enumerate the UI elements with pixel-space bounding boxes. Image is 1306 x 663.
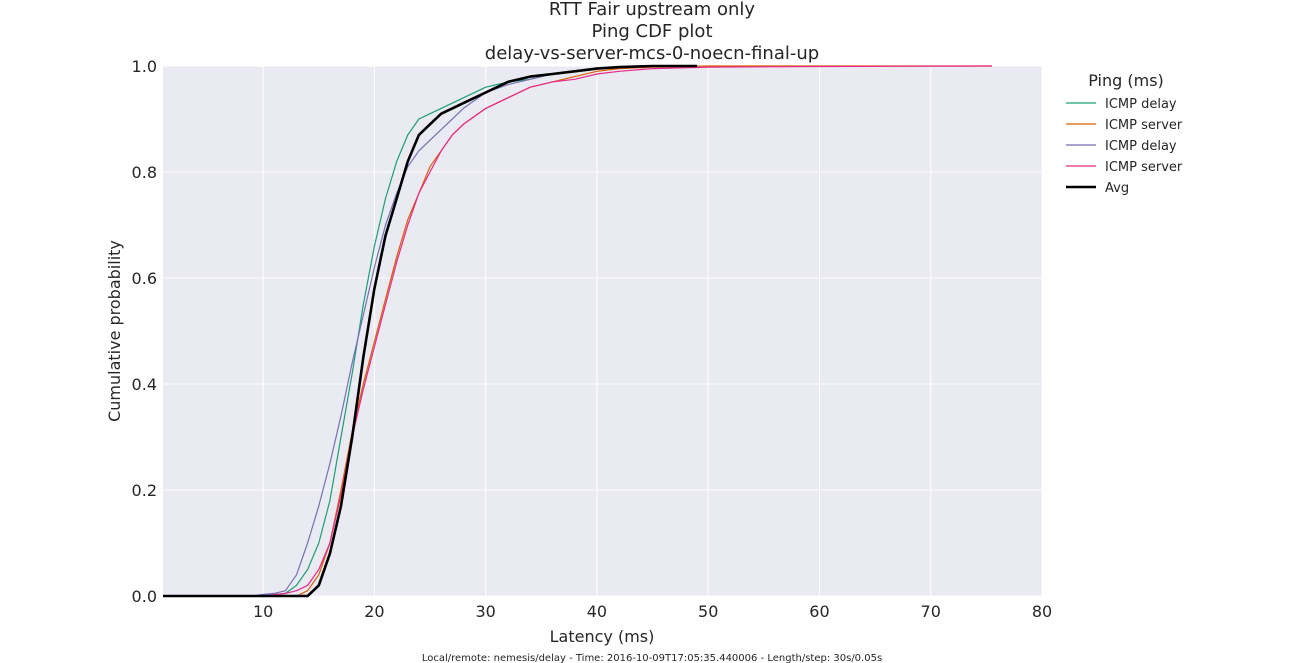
x-tick-label: 20 [364,602,384,621]
title-line-3: delay-vs-server-mcs-0-noecn-final-up [485,43,819,64]
footer-caption: Local/remote: nemesis/delay - Time: 2016… [422,653,882,663]
x-tick-label: 60 [809,602,829,621]
title-line-2: Ping CDF plot [591,21,712,42]
series-line-5 [163,64,698,598]
x-tick-label: 50 [698,602,718,621]
y-tick-label: 0.8 [132,163,157,182]
y-axis-ticks: 0.0 0.2 0.4 0.6 0.8 1.0 [132,57,157,606]
x-axis-ticks: 10 20 30 40 50 60 70 80 [253,602,1052,621]
legend-label: ICMP server [1105,118,1183,133]
x-tick-label: 80 [1032,602,1052,621]
chart-title: RTT Fair upstream only Ping CDF plot del… [485,0,819,64]
y-tick-label: 0.0 [132,587,157,606]
legend-label: ICMP delay [1105,139,1177,154]
title-line-1: RTT Fair upstream only [549,0,756,20]
legend-label: ICMP server [1105,160,1183,175]
legend-label: ICMP delay [1105,97,1177,112]
y-tick-label: 0.4 [132,375,157,394]
series-line-4 [163,65,992,597]
legend-label: Avg [1105,181,1129,196]
plot-area [163,66,1042,596]
x-tick-label: 10 [253,602,273,621]
x-axis-label: Latency (ms) [550,627,655,646]
legend: Ping (ms) ICMP delay ICMP server ICMP dela… [1066,71,1183,196]
y-tick-label: 0.6 [132,269,157,288]
y-tick-label: 0.2 [132,481,157,500]
series-line-2 [163,65,992,597]
series-lines [163,64,992,598]
y-tick-label: 1.0 [132,57,157,76]
x-tick-label: 30 [475,602,495,621]
legend-title: Ping (ms) [1088,71,1164,90]
y-axis-label: Cumulative probability [105,240,124,422]
x-tick-label: 70 [921,602,941,621]
x-tick-label: 40 [587,602,607,621]
